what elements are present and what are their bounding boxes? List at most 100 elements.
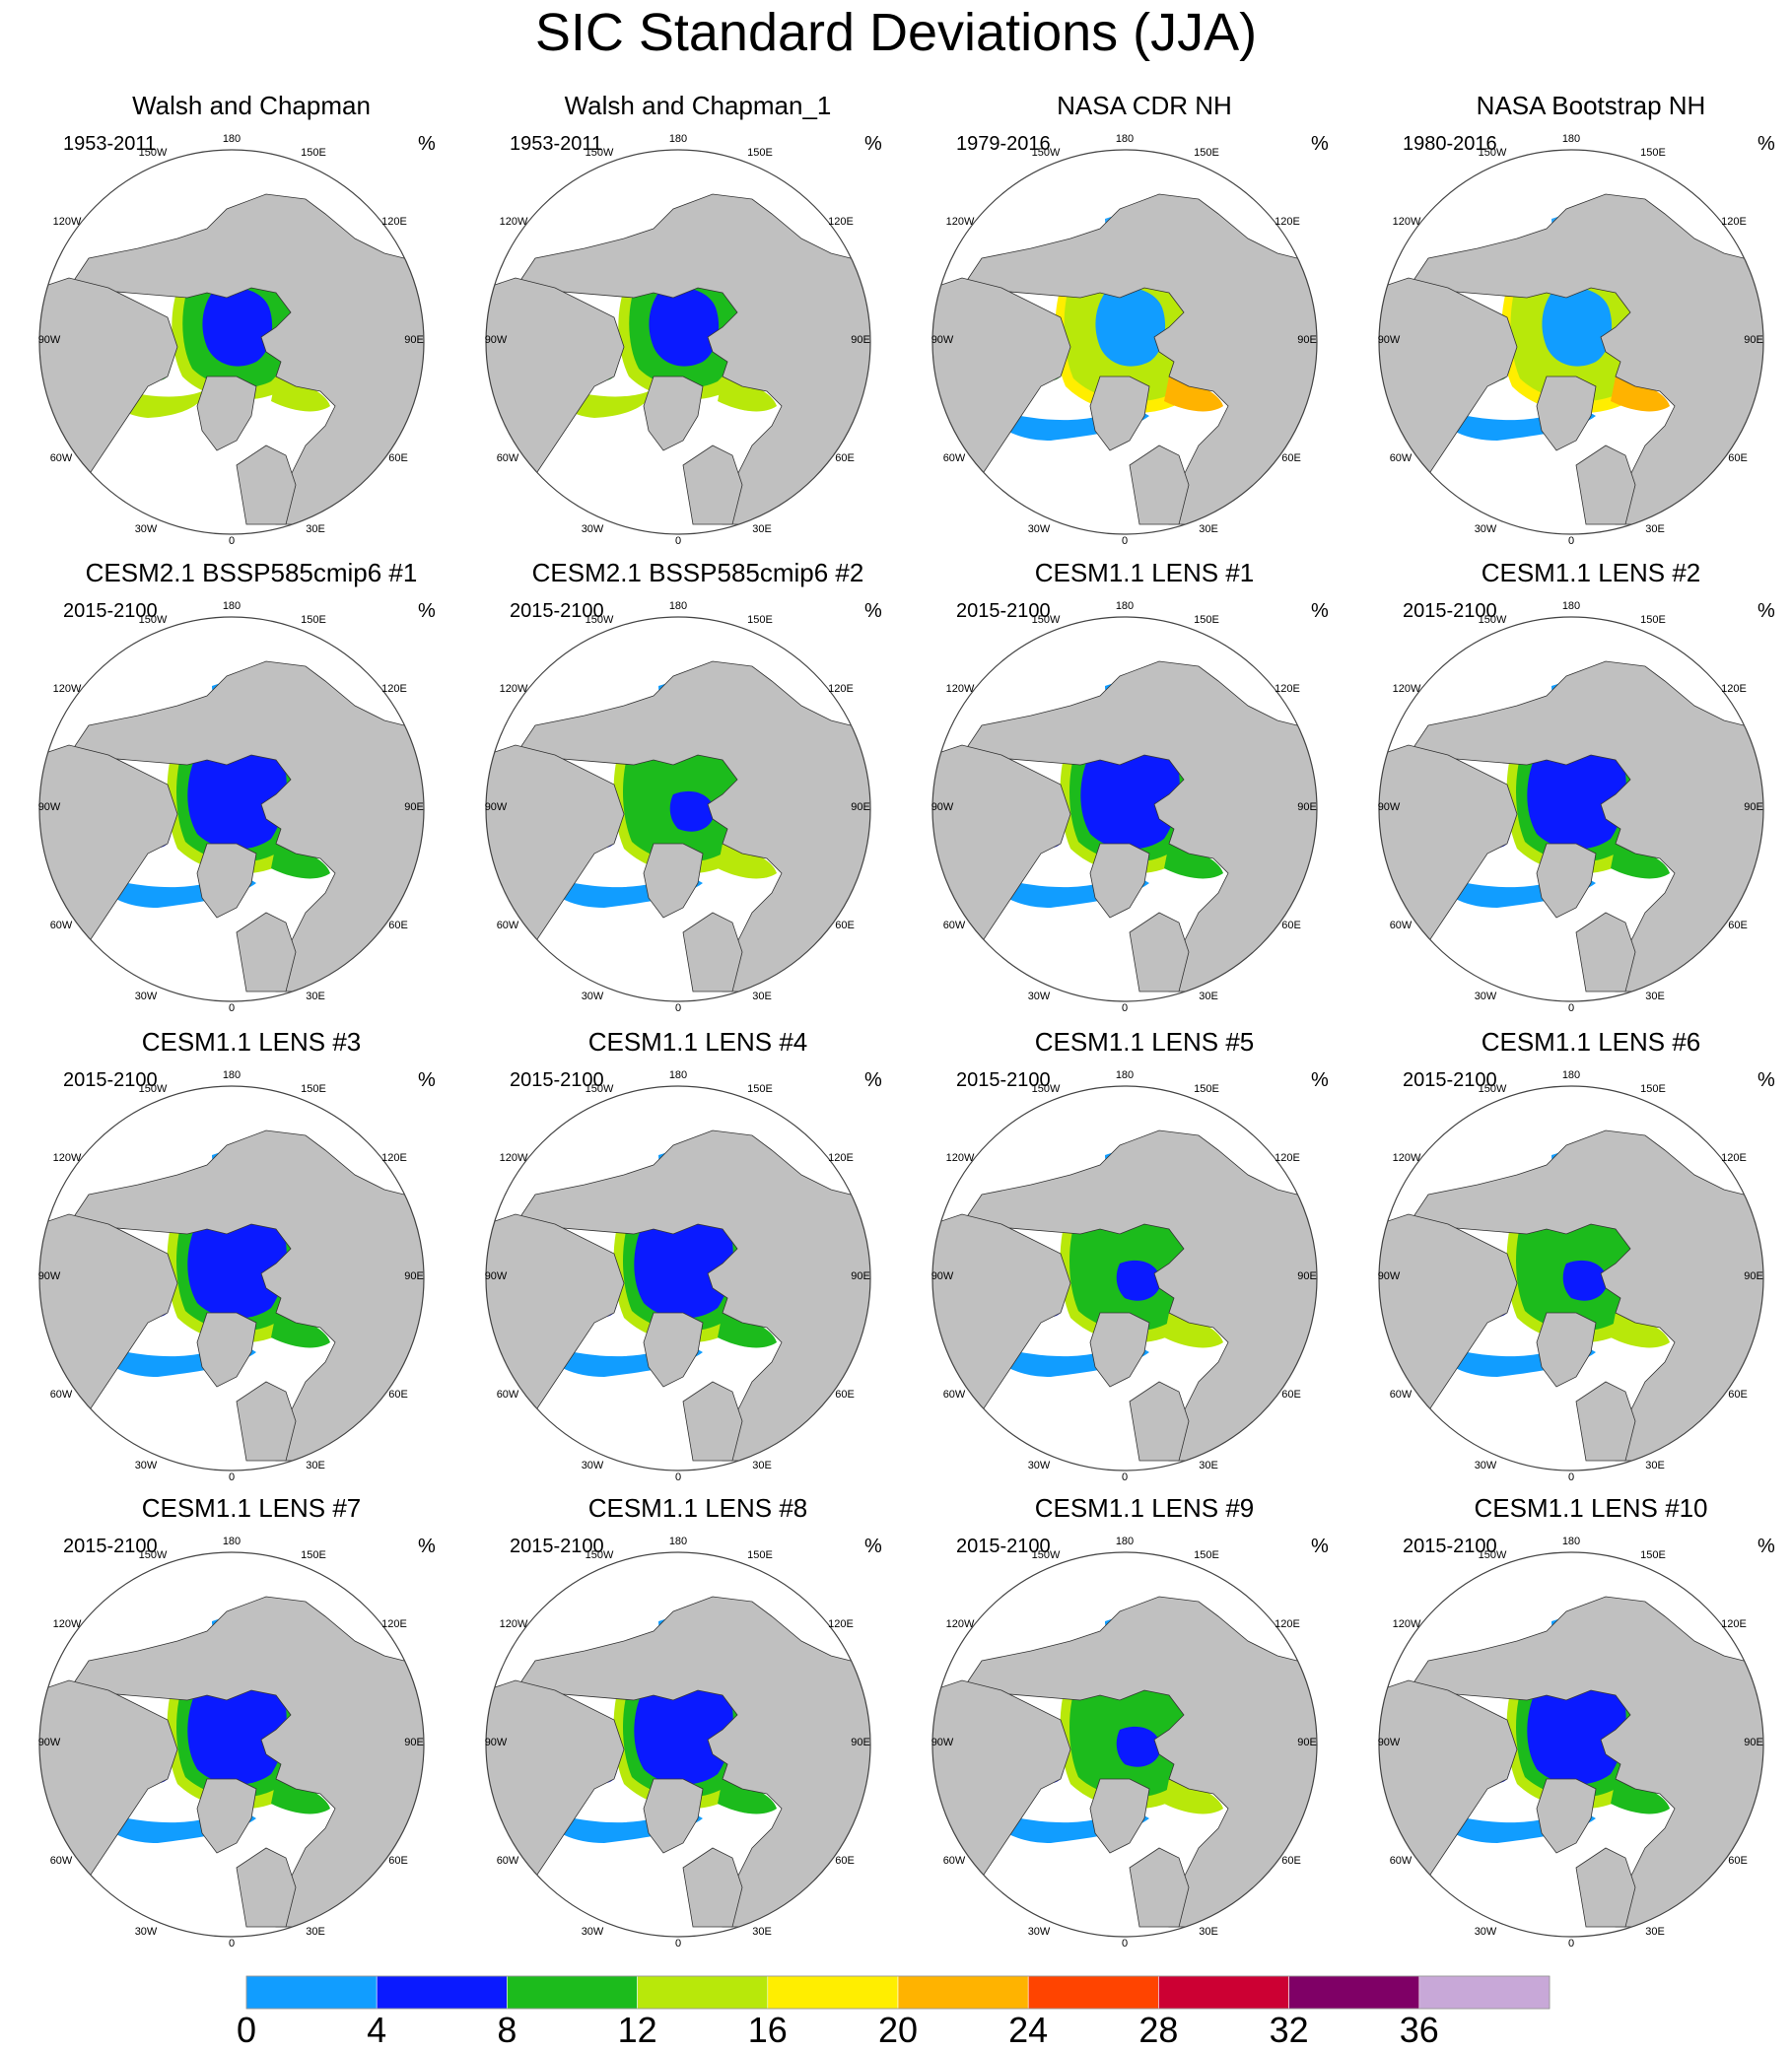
- longitude-label: 90W: [485, 334, 508, 346]
- panel-unit: %: [1758, 600, 1775, 622]
- figure-title: SIC Standard Deviations (JJA): [534, 3, 1258, 62]
- longitude-label: 90E: [1744, 1270, 1763, 1282]
- longitude-label: 60E: [388, 452, 408, 464]
- map-panel: 180 150W 150E 120W 120E 90W 90E 60W 60E 30W 30E 0 NA…: [923, 91, 1366, 547]
- panel-unit: %: [418, 600, 436, 622]
- land-mask: [39, 193, 424, 525]
- colorbar-tick-label: 28: [1138, 2010, 1179, 2050]
- polar-map: 180 150W 150E 120W 120E 90W 90E 60W 60E 30W 30E 0: [485, 133, 871, 547]
- longitude-label: 90E: [851, 1270, 870, 1282]
- colorbar-swatch: [767, 1975, 899, 2010]
- map-panel: 180 150W 150E 120W 120E 90W 90E 60W 60E 30W 30E 0 Wa…: [30, 91, 473, 547]
- longitude-label: 60E: [1281, 1389, 1301, 1401]
- colorbar-tick-label: 32: [1269, 2010, 1309, 2050]
- longitude-label: 0: [1122, 1002, 1128, 1014]
- colorbar-swatch: [245, 1975, 378, 2010]
- longitude-label: 30E: [1199, 1926, 1218, 1938]
- longitude-label: 90W: [38, 1737, 61, 1748]
- longitude-label: 60W: [497, 452, 519, 464]
- longitude-label: 60W: [497, 920, 519, 931]
- longitude-label: 60E: [388, 1855, 408, 1867]
- longitude-label: 180: [1562, 1536, 1580, 1547]
- panel-period: 2015-2100: [510, 1069, 604, 1091]
- longitude-label: 90W: [38, 1270, 61, 1282]
- longitude-label: 0: [229, 1471, 235, 1483]
- longitude-label: 120E: [1275, 216, 1300, 228]
- longitude-label: 90E: [1297, 1737, 1317, 1748]
- longitude-label: 120E: [1275, 1618, 1300, 1630]
- longitude-label: 120W: [1393, 683, 1421, 695]
- longitude-label: 150E: [1640, 147, 1666, 159]
- longitude-label: 30E: [752, 523, 772, 535]
- longitude-label: 0: [229, 535, 235, 547]
- longitude-label: 150E: [747, 147, 773, 159]
- colorbar-tick-label: 12: [617, 2010, 657, 2050]
- longitude-label: 150W: [1479, 1549, 1507, 1561]
- longitude-label: 30W: [1475, 523, 1497, 535]
- longitude-label: 60W: [943, 452, 966, 464]
- longitude-label: 90E: [404, 334, 424, 346]
- longitude-label: 120E: [1721, 216, 1747, 228]
- longitude-label: 180: [1562, 1069, 1580, 1081]
- map-panel: 180 150W 150E 120W 120E 90W 90E 60W 60E 30W 30E 0 CE…: [923, 558, 1366, 1014]
- longitude-label: 60E: [388, 1389, 408, 1401]
- longitude-label: 60E: [835, 920, 855, 931]
- longitude-label: 120E: [381, 683, 407, 695]
- longitude-label: 180: [1562, 133, 1580, 145]
- longitude-label: 30E: [306, 523, 325, 535]
- longitude-label: 120W: [500, 1152, 528, 1164]
- panel-title: CESM1.1 LENS #6: [1481, 1027, 1701, 1057]
- land-mask: [486, 660, 870, 992]
- land-mask: [39, 660, 424, 992]
- longitude-label: 180: [1116, 133, 1134, 145]
- longitude-label: 150E: [1194, 147, 1219, 159]
- longitude-label: 60W: [497, 1855, 519, 1867]
- longitude-label: 60W: [943, 920, 966, 931]
- longitude-label: 150W: [1479, 614, 1507, 626]
- longitude-label: 120E: [828, 1152, 854, 1164]
- longitude-label: 150W: [139, 1549, 168, 1561]
- longitude-label: 180: [223, 1069, 241, 1081]
- longitude-label: 90W: [931, 334, 954, 346]
- panel-period: 2015-2100: [63, 1536, 158, 1557]
- longitude-label: 150W: [1479, 147, 1507, 159]
- land-mask: [1379, 1596, 1763, 1928]
- longitude-label: 120W: [1393, 1152, 1421, 1164]
- longitude-label: 150E: [1640, 1083, 1666, 1095]
- longitude-label: 60W: [1390, 920, 1413, 931]
- colorbar-tick-label: 16: [747, 2010, 788, 2050]
- panel-unit: %: [1311, 1536, 1329, 1557]
- longitude-label: 90W: [485, 1737, 508, 1748]
- map-panel: 180 150W 150E 120W 120E 90W 90E 60W 60E 30W 30E 0 CE…: [1369, 558, 1792, 1014]
- panel-period: 1953-2011: [510, 133, 603, 155]
- longitude-label: 150E: [747, 1549, 773, 1561]
- longitude-label: 120W: [53, 683, 82, 695]
- longitude-label: 120W: [53, 1152, 82, 1164]
- longitude-label: 30E: [1199, 523, 1218, 535]
- longitude-label: 60W: [50, 920, 73, 931]
- longitude-label: 150E: [747, 614, 773, 626]
- panel-period: 1953-2011: [63, 133, 157, 155]
- longitude-label: 120W: [946, 1152, 975, 1164]
- longitude-label: 90W: [1378, 1737, 1401, 1748]
- land-mask: [1379, 1129, 1763, 1462]
- longitude-label: 150E: [1194, 1083, 1219, 1095]
- longitude-label: 30W: [135, 991, 158, 1002]
- map-panel: 180 150W 150E 120W 120E 90W 90E 60W 60E 30W 30E 0 CE…: [923, 1493, 1366, 1949]
- longitude-label: 150W: [586, 1083, 614, 1095]
- land-mask: [39, 1596, 424, 1928]
- panel-unit: %: [1311, 133, 1329, 155]
- longitude-label: 60E: [1728, 920, 1748, 931]
- land-mask: [932, 660, 1317, 992]
- longitude-label: 30W: [135, 523, 158, 535]
- map-panel: 180 150W 150E 120W 120E 90W 90E 60W 60E 30W 30E 0 CE…: [476, 558, 920, 1014]
- longitude-label: 120W: [500, 1618, 528, 1630]
- longitude-label: 30W: [1475, 991, 1497, 1002]
- colorbar-swatch: [897, 1975, 1029, 2010]
- land-mask: [1379, 193, 1763, 525]
- longitude-label: 30E: [306, 1926, 325, 1938]
- longitude-label: 0: [1568, 535, 1574, 547]
- longitude-label: 30E: [752, 991, 772, 1002]
- longitude-label: 150W: [586, 1549, 614, 1561]
- longitude-label: 60W: [1390, 452, 1413, 464]
